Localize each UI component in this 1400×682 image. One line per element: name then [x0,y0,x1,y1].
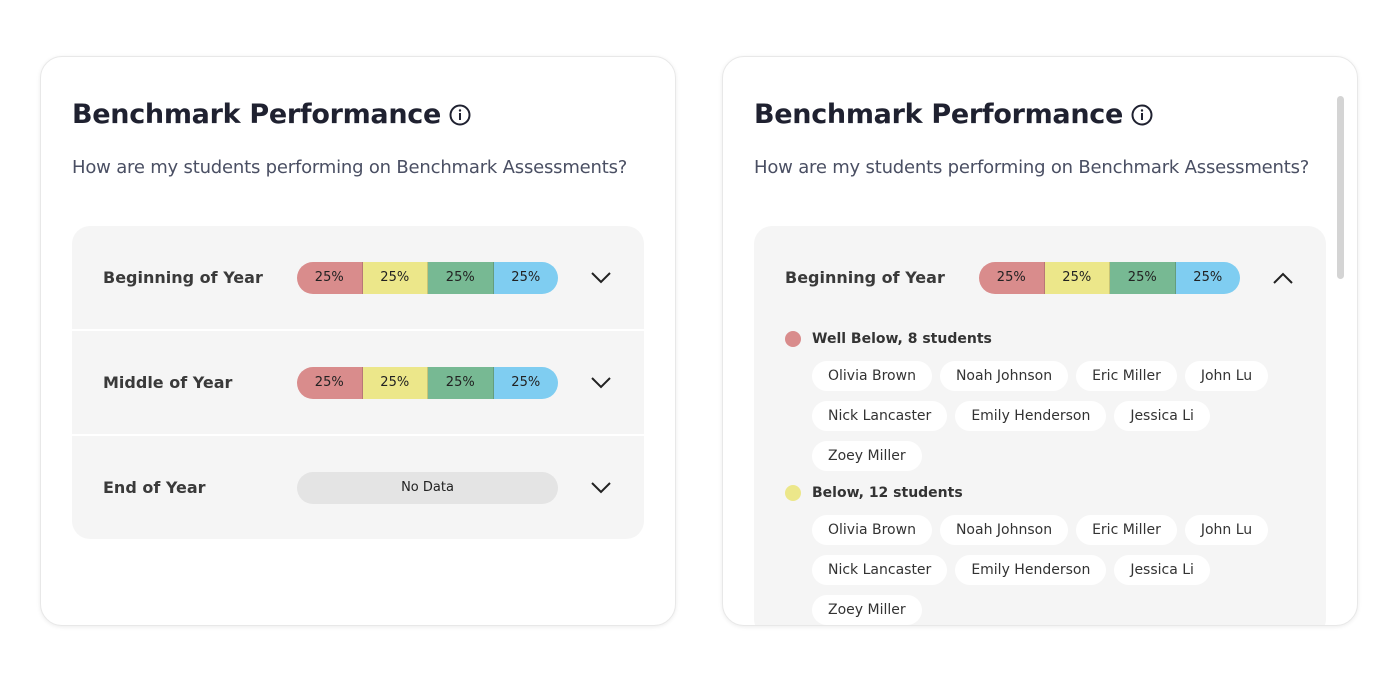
student-chip[interactable]: Eric Miller [1076,515,1177,545]
scrollbar[interactable] [1337,96,1344,279]
student-chip[interactable]: Olivia Brown [812,361,932,391]
title-text: Benchmark Performance [72,99,441,130]
bar-segment: 25% [979,261,1045,294]
student-chip[interactable]: Noah Johnson [939,515,1069,545]
bar-segment: 25% [362,366,428,399]
period-row: End of Year No Data [72,434,644,539]
student-chip[interactable]: John Lu [1184,361,1269,391]
period-list: Beginning of Year 25% 25% 25% 25% Well Below,… [754,226,1326,625]
subtitle: How are my students performing on Benchm… [754,157,1310,178]
no-data-bar: No Data [297,471,558,504]
group-dot [785,331,801,347]
student-chip[interactable]: Emily Henderson [955,401,1107,431]
student-chip[interactable]: John Lu [1184,515,1269,545]
bar-segment: 25% [1175,261,1240,294]
student-chip[interactable]: Zoey Miller [812,441,922,471]
title-text: Benchmark Performance [754,99,1123,130]
panel: Benchmark Performance How are my students… [40,56,676,626]
subtitle: How are my students performing on Benchm… [72,157,628,178]
period-header[interactable]: Beginning of Year 25% 25% 25% 25% [72,226,644,329]
performance-group: Below, 12 students Olivia Brown Noah Johns… [754,483,1326,625]
student-chip[interactable]: Emily Henderson [955,555,1107,585]
bar-segment: 25% [297,366,363,399]
toggle-chevron[interactable] [1272,271,1294,285]
bar-segment: 25% [362,261,428,294]
period-header[interactable]: End of Year No Data [72,436,644,539]
student-chip[interactable]: Nick Lancaster [812,401,948,431]
bar-segment: 25% [493,261,558,294]
student-list: Olivia Brown Noah Johnson Eric Miller John … [812,361,1292,471]
group-dot [785,485,801,501]
info-icon[interactable] [1131,104,1153,126]
student-chip[interactable]: Noah Johnson [939,361,1069,391]
bar-segment: 25% [493,366,558,399]
bar-segment: 25% [1044,261,1110,294]
period-label: Beginning of Year [785,268,945,287]
group-header: Well Below, 8 students [785,329,1286,349]
toggle-chevron[interactable] [590,481,612,495]
period-header[interactable]: Middle of Year 25% 25% 25% 25% [72,331,644,434]
period-row: Beginning of Year 25% 25% 25% 25% Well Below,… [754,226,1326,625]
panel: Benchmark Performance How are my students… [722,56,1358,626]
bar-segment: 25% [428,261,494,294]
bar-segment: 25% [297,261,363,294]
toggle-chevron[interactable] [590,271,612,285]
performance-group: Well Below, 8 students Olivia Brown Noah J… [754,329,1326,471]
student-chip[interactable]: Zoey Miller [812,595,922,625]
toggle-chevron[interactable] [590,376,612,390]
bar-segment: 25% [1110,261,1176,294]
group-label: Well Below, 8 students [812,331,992,347]
distribution-bar: 25% 25% 25% 25% [297,366,558,399]
panel-title: Benchmark Performance [754,97,1326,133]
student-list: Olivia Brown Noah Johnson Eric Miller John … [812,515,1292,625]
student-chip[interactable]: Jessica Li [1114,555,1210,585]
period-label: Beginning of Year [103,268,263,287]
panel-title: Benchmark Performance [72,97,644,133]
period-label: Middle of Year [103,373,233,392]
period-row: Middle of Year 25% 25% 25% 25% [72,329,644,434]
student-chip[interactable]: Olivia Brown [812,515,932,545]
student-chip[interactable]: Eric Miller [1076,361,1177,391]
group-header: Below, 12 students [785,483,1286,503]
group-label: Below, 12 students [812,485,963,501]
distribution-bar: 25% 25% 25% 25% [979,261,1240,294]
period-header[interactable]: Beginning of Year 25% 25% 25% 25% [754,226,1326,329]
student-chip[interactable]: Jessica Li [1114,401,1210,431]
distribution-bar: 25% 25% 25% 25% [297,261,558,294]
bar-segment: 25% [428,366,494,399]
period-list: Beginning of Year 25% 25% 25% 25% Middle of Y… [72,226,644,539]
period-label: End of Year [103,478,206,497]
period-row: Beginning of Year 25% 25% 25% 25% [72,226,644,329]
student-chip[interactable]: Nick Lancaster [812,555,948,585]
info-icon[interactable] [449,104,471,126]
